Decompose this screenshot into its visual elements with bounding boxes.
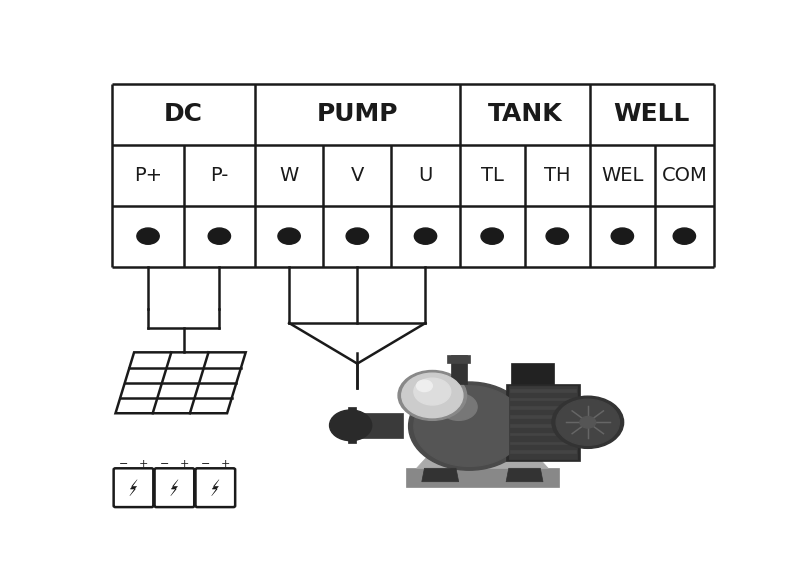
Circle shape <box>409 382 530 470</box>
Polygon shape <box>422 468 458 482</box>
Polygon shape <box>510 415 576 418</box>
Text: +: + <box>180 459 189 469</box>
Polygon shape <box>510 424 576 427</box>
Polygon shape <box>417 457 548 468</box>
Polygon shape <box>348 407 356 444</box>
Circle shape <box>417 380 432 391</box>
Text: −: − <box>160 459 169 469</box>
Circle shape <box>440 394 477 420</box>
Polygon shape <box>447 355 470 363</box>
Circle shape <box>546 228 569 244</box>
Circle shape <box>556 399 619 445</box>
Circle shape <box>137 228 159 244</box>
Polygon shape <box>130 479 138 496</box>
Polygon shape <box>510 389 576 391</box>
Circle shape <box>580 417 596 428</box>
Polygon shape <box>511 363 554 384</box>
FancyBboxPatch shape <box>114 468 154 507</box>
Text: DC: DC <box>164 103 203 127</box>
Polygon shape <box>406 468 558 488</box>
Circle shape <box>414 378 450 405</box>
Text: V: V <box>350 166 364 185</box>
Text: TANK: TANK <box>487 103 562 127</box>
Text: WELL: WELL <box>614 103 690 127</box>
Polygon shape <box>506 468 543 482</box>
Text: P-: P- <box>210 166 229 185</box>
Text: −: − <box>118 459 128 469</box>
Polygon shape <box>510 407 576 409</box>
Text: U: U <box>418 166 433 185</box>
Text: PUMP: PUMP <box>317 103 398 127</box>
Circle shape <box>278 228 300 244</box>
Circle shape <box>398 370 466 420</box>
Text: WEL: WEL <box>601 166 643 185</box>
Text: TL: TL <box>481 166 503 185</box>
Circle shape <box>414 386 525 466</box>
Polygon shape <box>354 413 403 438</box>
Circle shape <box>552 396 624 448</box>
Polygon shape <box>506 384 580 461</box>
Polygon shape <box>211 479 219 496</box>
Circle shape <box>673 228 695 244</box>
Circle shape <box>330 410 372 441</box>
Polygon shape <box>510 441 576 444</box>
Polygon shape <box>450 355 466 384</box>
Text: TH: TH <box>544 166 570 185</box>
Circle shape <box>611 228 634 244</box>
Text: +: + <box>221 459 230 469</box>
Circle shape <box>402 373 463 418</box>
Polygon shape <box>510 432 576 435</box>
Circle shape <box>346 228 369 244</box>
Text: P+: P+ <box>134 166 162 185</box>
Text: W: W <box>279 166 298 185</box>
Circle shape <box>208 228 230 244</box>
Circle shape <box>481 228 503 244</box>
Text: −: − <box>201 459 210 469</box>
FancyBboxPatch shape <box>154 468 194 507</box>
Text: +: + <box>139 459 148 469</box>
Circle shape <box>414 228 437 244</box>
FancyBboxPatch shape <box>195 468 235 507</box>
Polygon shape <box>510 398 576 400</box>
Polygon shape <box>509 386 578 459</box>
Text: COM: COM <box>662 166 707 185</box>
Polygon shape <box>510 450 576 453</box>
Polygon shape <box>170 479 178 496</box>
